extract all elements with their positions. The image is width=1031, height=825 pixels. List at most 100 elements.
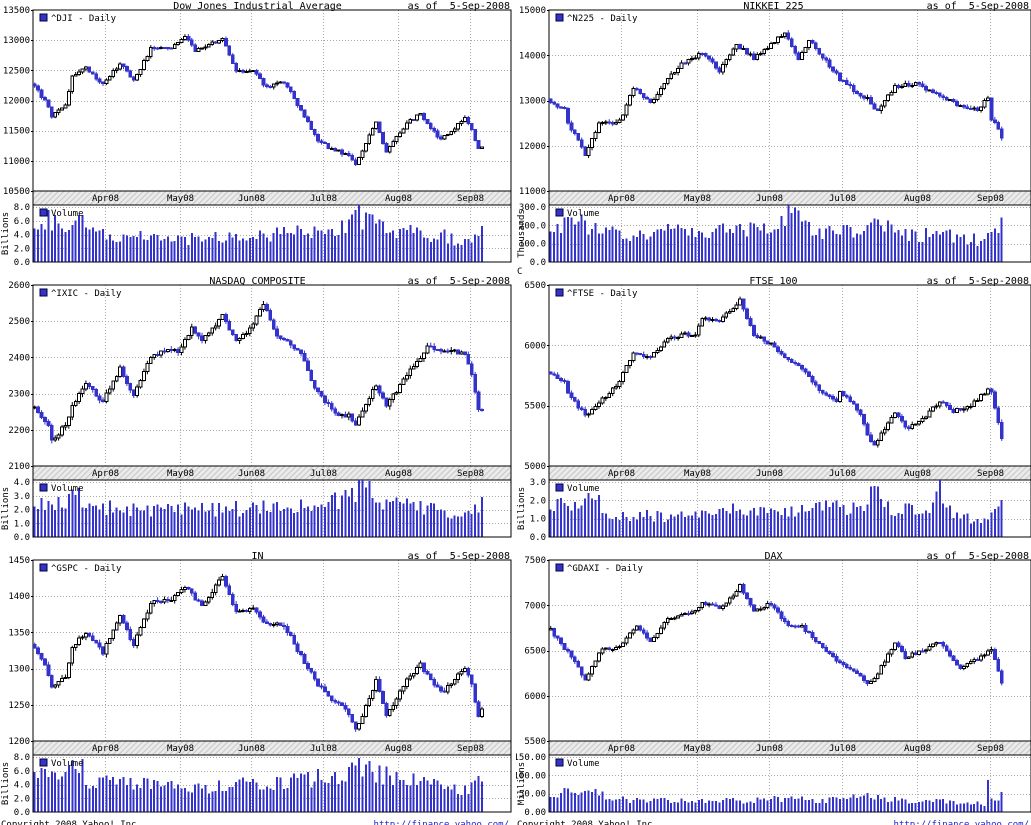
y-axis-label: 13000 xyxy=(519,97,546,107)
series-color-swatch-icon xyxy=(39,288,48,297)
volume-legend: Volume xyxy=(39,483,84,494)
y-axis-label: 2200 xyxy=(8,426,30,436)
series-color-swatch-icon xyxy=(555,563,564,572)
yahoo-url-label: http://finance.yahoo.com/ xyxy=(894,820,1029,825)
y-axis-label: 1450 xyxy=(8,556,30,566)
month-label: Jun08 xyxy=(238,744,265,754)
month-label: Aug08 xyxy=(385,194,412,204)
volume-axis-label: 100.0 xyxy=(519,240,546,250)
month-label: Sep08 xyxy=(457,469,484,479)
month-label: May08 xyxy=(684,744,711,754)
volume-axis-label: 4.0 xyxy=(14,478,30,488)
chart-canvas: 10500 11000 11500 12000 12500 13000 13500 Apr08… xyxy=(1,6,512,268)
volume-axis-label: 0.0 xyxy=(530,258,546,268)
series-legend-label: ^DJI - Daily xyxy=(51,14,117,24)
chart-panel-dji: 10500 11000 11500 12000 12500 13000 13500 Apr08… xyxy=(0,0,515,275)
volume-axis-label: 4.0 xyxy=(14,231,30,241)
month-label: Apr08 xyxy=(92,194,119,204)
volume-axis-label: 300.0 xyxy=(519,203,546,213)
y-axis-label: 6500 xyxy=(524,647,546,657)
y-axis-label: 5000 xyxy=(524,462,546,472)
volume-unit-label: Billions xyxy=(1,212,11,255)
volume-axis-label: 1.0 xyxy=(530,515,546,525)
y-axis-label: 11000 xyxy=(3,157,30,167)
volume-axis-label: 200.0 xyxy=(519,221,546,231)
chart-canvas: 2100 2200 2300 2400 2500 2600 Apr08 May08 Jun08 J… xyxy=(1,281,512,543)
price-plot-border xyxy=(548,284,1031,467)
candlesticks xyxy=(33,573,484,732)
volume-legend: Volume xyxy=(39,208,84,219)
y-axis-label: 15000 xyxy=(519,6,546,16)
y-axis-label: 2500 xyxy=(8,317,30,327)
volume-plot-border xyxy=(32,754,512,813)
volume-legend-label: Volume xyxy=(567,209,600,219)
volume-legend: Volume xyxy=(555,758,600,769)
chart-canvas: 5000 5500 6000 6500 Apr08 May08 Jun08 Jul08 Aug0… xyxy=(517,281,1031,543)
volume-unit-label: Thousands xyxy=(517,209,527,258)
month-label: Aug08 xyxy=(904,469,931,479)
month-label: Apr08 xyxy=(608,194,635,204)
volume-bars xyxy=(33,480,483,537)
series-legend-label: ^GSPC - Daily xyxy=(51,564,122,574)
volume-bars xyxy=(549,780,1003,812)
month-label: May08 xyxy=(167,194,194,204)
volume-axis-label: 0.0 xyxy=(14,533,30,543)
month-label: Jul08 xyxy=(829,469,856,479)
volume-plot-border xyxy=(548,754,1031,813)
volume-unit-label: Billions xyxy=(1,487,11,530)
volume-color-swatch-icon xyxy=(39,208,48,217)
volume-unit-label: Billions xyxy=(517,487,527,530)
as-of-label: as of 5-Sep-2008 xyxy=(407,551,510,562)
y-axis-label: 2400 xyxy=(8,353,30,363)
series-color-swatch-icon xyxy=(555,288,564,297)
y-axis-label: 14000 xyxy=(519,51,546,61)
series-color-swatch-icon xyxy=(39,563,48,572)
month-label: Jun08 xyxy=(238,194,265,204)
month-label: Jun08 xyxy=(756,194,783,204)
month-label: Jun08 xyxy=(756,744,783,754)
copyright-label: Copyright 2008 Yahoo! Inc. xyxy=(1,820,142,825)
chart-canvas: 1200 1250 1300 1350 1400 1450 Apr08 May08 Jun08 J… xyxy=(1,556,512,825)
month-label: Aug08 xyxy=(904,194,931,204)
month-label: Aug08 xyxy=(385,469,412,479)
month-label: May08 xyxy=(167,469,194,479)
y-axis-label: 13500 xyxy=(3,6,30,16)
y-axis-label: 1350 xyxy=(8,628,30,638)
y-axis-label: 2600 xyxy=(8,281,30,291)
volume-axis-label: 8.0 xyxy=(14,203,30,213)
y-axis-label: 10500 xyxy=(3,187,30,197)
as-of-label: as of 5-Sep-2008 xyxy=(926,276,1029,287)
month-label: Sep08 xyxy=(977,469,1004,479)
month-label: Apr08 xyxy=(92,469,119,479)
series-legend-label: ^FTSE - Daily xyxy=(567,289,638,299)
price-plot-border xyxy=(32,284,512,467)
volume-axis-label: 4.0 xyxy=(14,781,30,791)
candlesticks xyxy=(549,582,1004,686)
volume-axis-label: 2.0 xyxy=(530,496,546,506)
volume-unit-label: Millions xyxy=(517,762,527,805)
y-axis-label: 7500 xyxy=(524,556,546,566)
candlesticks xyxy=(33,34,484,167)
chart-canvas: 5500 6000 6500 7000 7500 Apr08 May08 Jun08 Jul08… xyxy=(516,556,1031,825)
month-label: Sep08 xyxy=(457,194,484,204)
chart-title: NIKKEI 225 xyxy=(743,1,804,12)
y-axis-label: 11500 xyxy=(3,127,30,137)
y-axis-label: 6000 xyxy=(524,692,546,702)
series-legend-label: ^N225 - Daily xyxy=(567,14,638,24)
volume-legend-label: Volume xyxy=(51,484,84,494)
volume-color-swatch-icon xyxy=(39,758,48,767)
chart-panel-gspc: 1200 1250 1300 1350 1400 1450 Apr08 May08 Jun08 J… xyxy=(0,550,515,825)
volume-color-swatch-icon xyxy=(555,758,564,767)
volume-plot-border xyxy=(548,479,1031,538)
candlesticks xyxy=(549,30,1004,159)
volume-legend-label: Volume xyxy=(567,484,600,494)
month-label: Aug08 xyxy=(904,744,931,754)
month-label: Jun08 xyxy=(756,469,783,479)
month-label: Jul08 xyxy=(310,194,337,204)
y-axis-label: 2300 xyxy=(8,390,30,400)
series-legend: ^FTSE - Daily xyxy=(555,288,638,299)
series-legend-label: ^GDAXI - Daily xyxy=(567,564,643,574)
volume-axis-label: 3.0 xyxy=(530,478,546,488)
series-legend-label: ^IXIC - Daily xyxy=(51,289,122,299)
volume-axis-label: 150.00 xyxy=(516,753,546,763)
